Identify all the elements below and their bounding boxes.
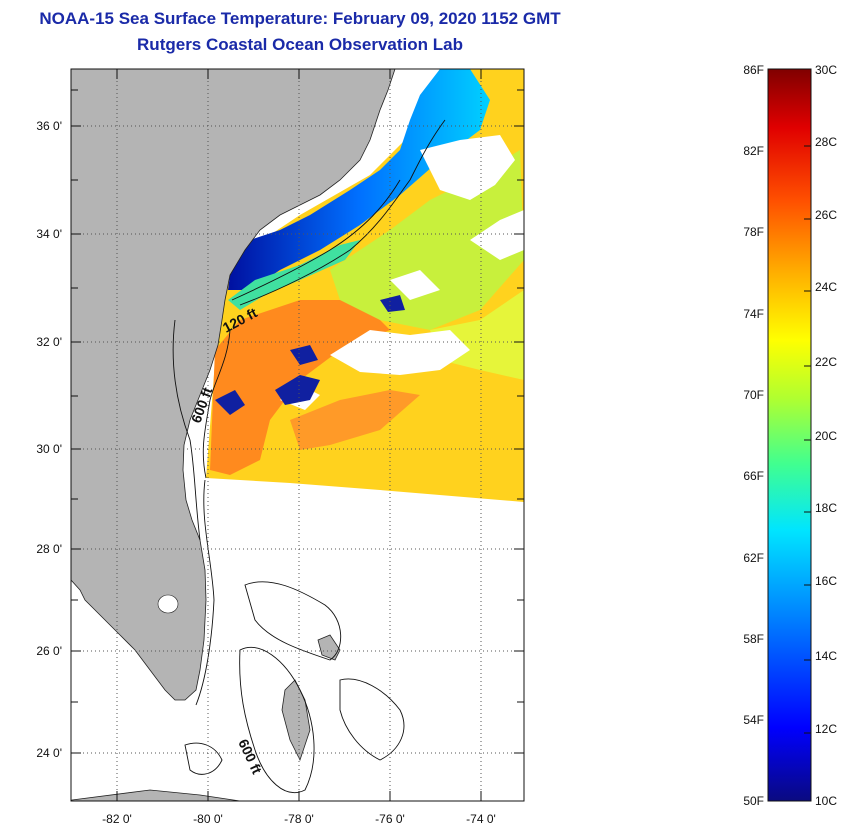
colorbar-c-label: 30C xyxy=(815,63,837,77)
colorbar-f-label: 62F xyxy=(743,551,764,565)
lat-label: 30 0' xyxy=(36,442,62,456)
lat-label: 34 0' xyxy=(36,227,62,241)
lat-label: 28 0' xyxy=(36,542,62,556)
colorbar-c-label: 12C xyxy=(815,722,837,736)
land-mass xyxy=(71,69,396,801)
colorbar-f-label: 78F xyxy=(743,225,764,239)
lat-label: 36 0' xyxy=(36,119,62,133)
lat-label: 24 0' xyxy=(36,746,62,760)
colorbar-f-label: 54F xyxy=(743,713,764,727)
lon-label: -74 0' xyxy=(466,812,496,826)
temperature-colorbar: 86F 82F 78F 74F 70F 66F 62F 58F 54F 50F … xyxy=(743,63,837,808)
map-subtitle: Rutgers Coastal Ocean Observation Lab xyxy=(137,35,463,54)
cold-cloud-edge xyxy=(215,295,405,415)
map-minor-ticks xyxy=(71,69,524,801)
colorbar-f-label: 70F xyxy=(743,388,764,402)
lat-label: 32 0' xyxy=(36,335,62,349)
lon-label: -82 0' xyxy=(102,812,132,826)
lat-label: 26 0' xyxy=(36,644,62,658)
lon-label: -80 0' xyxy=(193,812,223,826)
colorbar-c-label: 16C xyxy=(815,574,837,588)
colorbar-c-label: 24C xyxy=(815,280,837,294)
map-border xyxy=(70,68,525,802)
colorbar-f-label: 74F xyxy=(743,307,764,321)
colorbar-f-label: 66F xyxy=(743,469,764,483)
colorbar-gradient xyxy=(767,68,812,802)
colorbar-f-label: 58F xyxy=(743,632,764,646)
colorbar-c-label: 18C xyxy=(815,501,837,515)
colorbar-c-label: 26C xyxy=(815,208,837,222)
colorbar-f-label: 86F xyxy=(743,63,764,77)
cloud-mask xyxy=(280,135,524,410)
colorbar-c-label: 20C xyxy=(815,429,837,443)
lon-label: -76 0' xyxy=(375,812,405,826)
colorbar-c-label: 22C xyxy=(815,355,837,369)
longitude-labels: -82 0' -80 0' -78 0' -76 0' -74 0' xyxy=(102,812,496,826)
colorbar-c-label: 14C xyxy=(815,649,837,663)
lake-okeechobee xyxy=(157,594,179,614)
colorbar-c-label: 28C xyxy=(815,135,837,149)
lon-label: -78 0' xyxy=(284,812,314,826)
colorbar-f-label: 50F xyxy=(743,794,764,808)
sst-swath xyxy=(206,69,524,502)
depth-contours xyxy=(172,119,446,794)
colorbar-f-label: 82F xyxy=(743,144,764,158)
colorbar-c-label: 10C xyxy=(815,794,837,808)
map-title: NOAA-15 Sea Surface Temperature: Februar… xyxy=(39,9,561,28)
latitude-labels: 36 0' 34 0' 32 0' 30 0' 28 0' 26 0' 24 0… xyxy=(36,119,62,760)
